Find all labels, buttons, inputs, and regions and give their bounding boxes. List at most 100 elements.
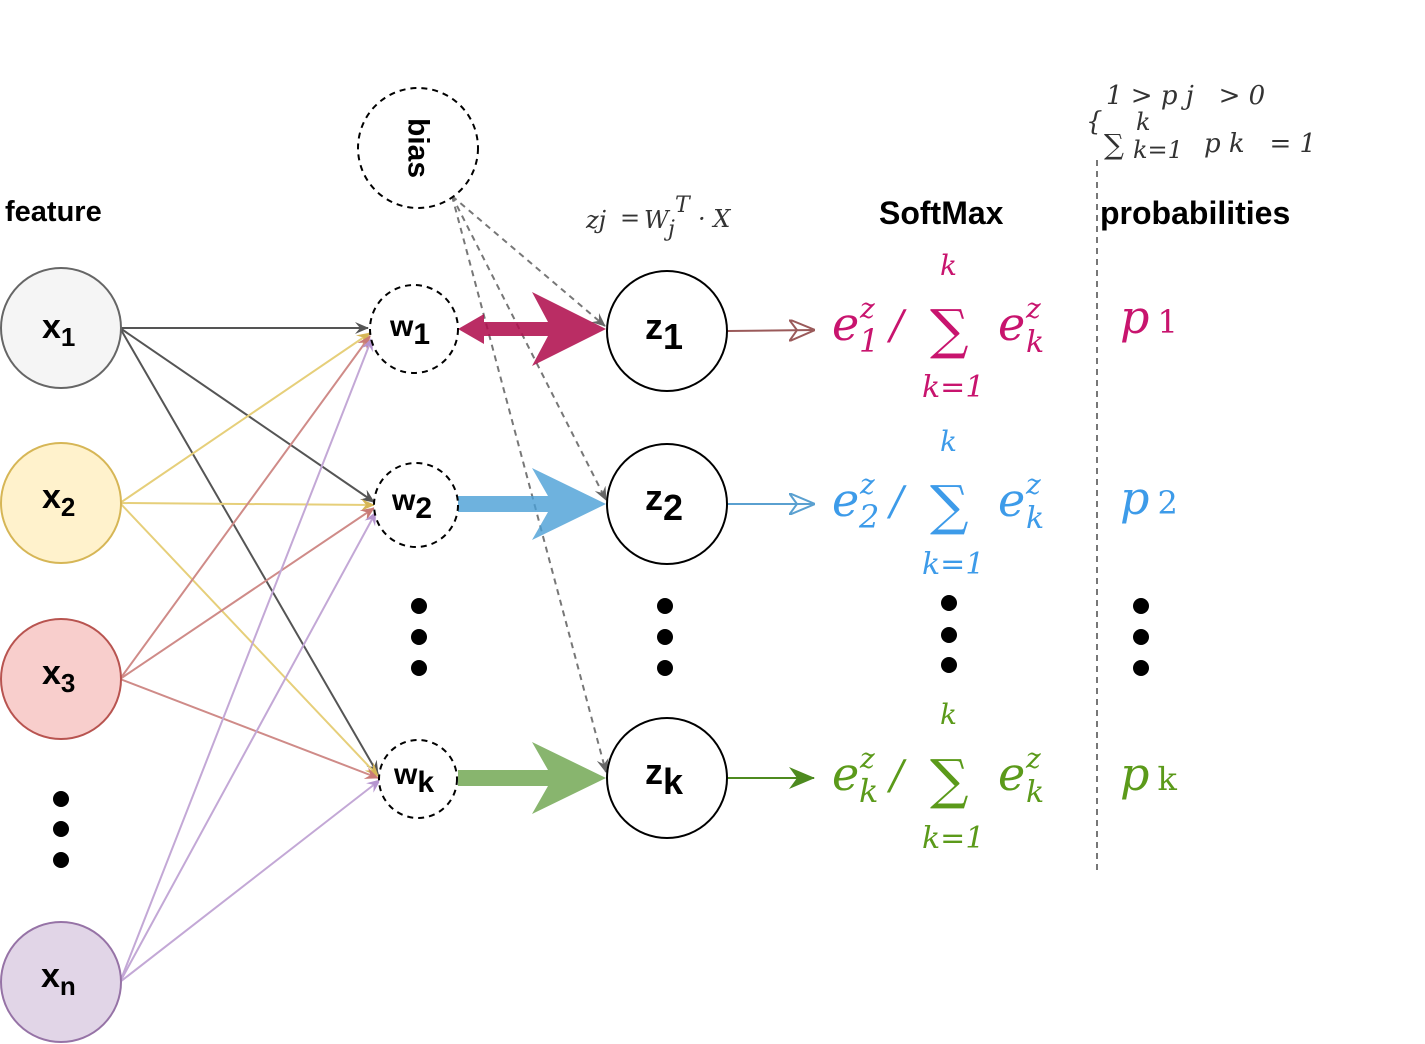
probability-sub: 2 <box>1157 484 1177 522</box>
bias-node: bias <box>357 87 479 209</box>
softmax-sum: ∑ <box>930 748 969 811</box>
input-circle <box>0 618 122 740</box>
output-label: zk <box>645 751 684 802</box>
edge-xn-w1 <box>119 337 373 983</box>
bias-edges <box>451 195 609 773</box>
arrow-w1-z1 <box>458 292 606 366</box>
probability-ellipsis <box>1133 598 1149 676</box>
ellipsis-dot <box>1133 598 1149 614</box>
input-node-xn: xn <box>0 921 122 1043</box>
probability-sub: 1 <box>1157 303 1177 341</box>
weight-label: w2 <box>391 484 432 525</box>
z-formula-dot: · X <box>698 205 731 233</box>
softmax-sum-upper: k <box>940 425 957 458</box>
input-node-x2: x2 <box>0 442 122 564</box>
probability-constraint: { 1 > p j > 0 k ∑ k=1 p k = 1 <box>1086 81 1316 164</box>
softmax-slash: / <box>886 753 907 799</box>
constraint-line1: 1 > p j > 0 <box>1106 81 1265 111</box>
softmax-numerator-e: e <box>832 747 859 801</box>
probabilities-header: probabilities <box>1100 195 1290 231</box>
softmax-denominator-sup: z <box>1025 292 1041 325</box>
probability-p: p <box>1120 471 1149 525</box>
input-circle <box>0 442 122 564</box>
ellipsis-dot <box>411 629 427 645</box>
output-label: z1 <box>645 306 683 357</box>
weight-node-wk: wk <box>378 739 458 819</box>
edge-x3-wk <box>119 678 379 779</box>
weight-label-base: w <box>393 758 418 791</box>
input-nodes: x1 x2 x3 xn <box>0 267 122 1043</box>
ellipsis-dot <box>411 660 427 676</box>
output-label-base: z <box>645 306 663 347</box>
ellipsis-dot <box>657 660 673 676</box>
edge-bias-zk <box>451 195 609 773</box>
weight-circle <box>373 462 459 548</box>
edge-x1-wk <box>119 327 379 775</box>
softmax-denominator-sub: k <box>1026 501 1044 536</box>
softmax-numerator-sub: 2 <box>858 498 879 536</box>
input-node-x3: x3 <box>0 618 122 740</box>
arrow-w2-z2 <box>458 468 606 540</box>
bias-circle <box>357 87 479 209</box>
softmax-slash: / <box>886 479 907 525</box>
weight-circle <box>378 739 458 819</box>
input-label-base: x <box>42 308 61 346</box>
softmax-sum-lower: k=1 <box>922 821 984 856</box>
ellipsis-dot <box>411 598 427 614</box>
constraint-sum-lower: k=1 <box>1133 136 1183 164</box>
weight-label: w1 <box>389 310 430 351</box>
arrow-z1-softmax <box>727 330 814 331</box>
softmax-denominator-e: e <box>998 473 1025 527</box>
softmax-denominator-sub: k <box>1026 775 1044 810</box>
weight-label-sub: 2 <box>415 492 432 525</box>
weight-circle <box>369 284 459 374</box>
output-label-sub: 2 <box>663 487 683 528</box>
input-label-base: x <box>42 478 61 516</box>
constraint-sum: ∑ <box>1104 128 1124 161</box>
softmax-sum-lower: k=1 <box>922 370 984 405</box>
softmax-denominator-e: e <box>998 297 1025 351</box>
constraint-sum-upper: k <box>1136 108 1151 136</box>
output-label-sub: 1 <box>663 316 683 357</box>
output-label-base: z <box>645 477 663 518</box>
softmax-sum: ∑ <box>930 474 969 537</box>
edge-bias-z2 <box>451 195 607 501</box>
ellipsis-dot <box>941 657 957 673</box>
softmax-sum-upper: k <box>940 249 957 282</box>
input-label-sub: 3 <box>61 668 75 698</box>
z-formula: zj = W T j · X <box>585 193 731 242</box>
constraint-line2-rest: p k = 1 <box>1204 129 1316 159</box>
weight-node-w2: w2 <box>373 462 459 548</box>
z-formula-lhs: zj <box>585 206 607 234</box>
edge-x3-w2 <box>119 507 375 680</box>
weight-label-sub: 1 <box>413 318 430 351</box>
bias-label: bias <box>402 118 435 178</box>
output-arrows <box>727 330 814 789</box>
softmax-sum: ∑ <box>930 298 969 361</box>
output-circle <box>606 270 728 392</box>
output-label: z2 <box>645 477 683 528</box>
output-ellipsis <box>657 598 673 676</box>
softmax-denominator-sup: z <box>1025 468 1041 501</box>
softmax-numerator-sup: z <box>859 292 875 325</box>
probability-p: p <box>1120 747 1149 801</box>
ellipsis-dot <box>53 791 69 807</box>
softmax-numerator-sup: z <box>859 742 875 775</box>
softmax-numerator-sub: 1 <box>859 322 879 360</box>
softmax-sum-lower: k=1 <box>922 547 984 582</box>
weight-label: wk <box>393 758 434 799</box>
input-label-base: x <box>42 654 61 692</box>
z-formula-w: W <box>644 206 671 234</box>
ellipsis-dot <box>53 821 69 837</box>
edge-bias-z1 <box>451 195 606 327</box>
softmax-slash: / <box>886 303 907 349</box>
ellipsis-dot <box>941 627 957 643</box>
ellipsis-dot <box>1133 660 1149 676</box>
weight-node-w1: w1 <box>369 284 459 374</box>
output-label-sub: k <box>663 761 684 802</box>
z-formula-eq: = <box>620 204 640 232</box>
